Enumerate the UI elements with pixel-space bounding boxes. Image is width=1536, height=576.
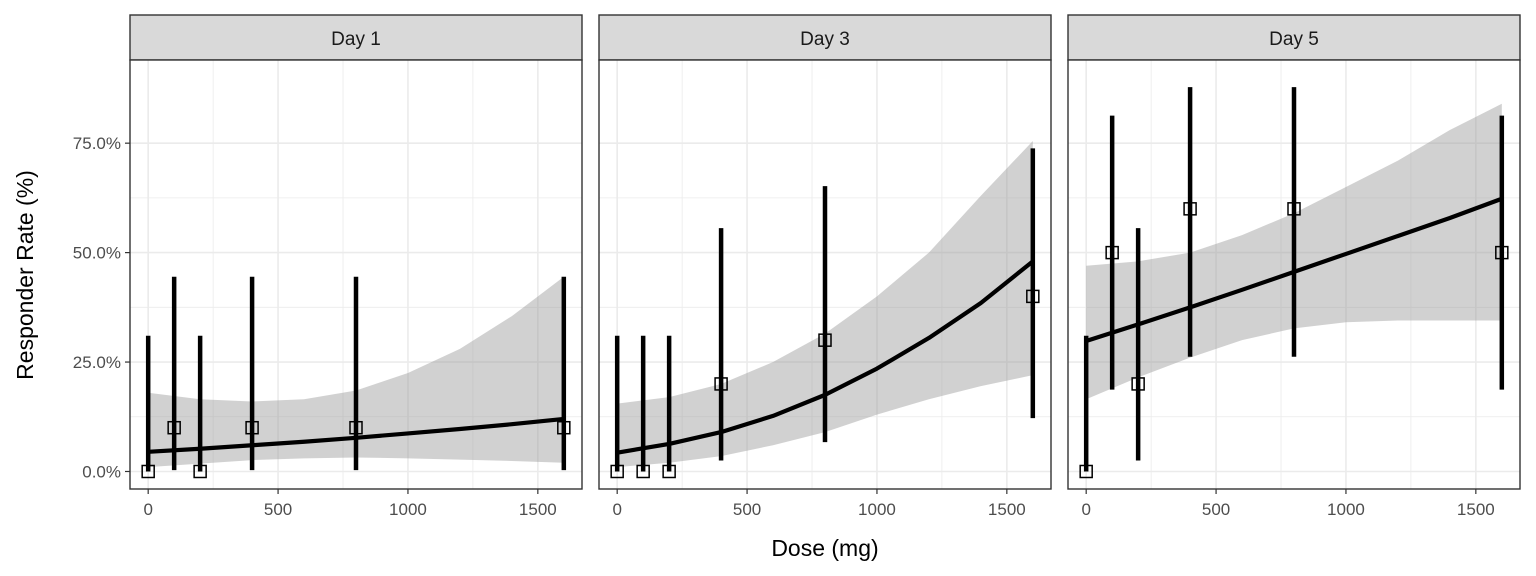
observed-point xyxy=(714,377,728,391)
panel-strip-label: Day 3 xyxy=(800,29,850,50)
panel-strip xyxy=(129,14,583,61)
x-tick-label: 1500 xyxy=(988,500,1026,519)
panel-strip-label: Day 5 xyxy=(1269,29,1319,50)
panel-strip xyxy=(1067,14,1521,61)
x-tick-label: 500 xyxy=(733,500,761,519)
observed-point xyxy=(1131,377,1145,391)
fitted-line xyxy=(1085,196,1503,344)
panel-border xyxy=(598,59,1052,490)
observed-point xyxy=(349,420,363,435)
observed-point xyxy=(245,420,259,435)
observed-point xyxy=(167,420,181,435)
observed-point xyxy=(818,333,832,347)
x-tick-label: 0 xyxy=(143,500,152,519)
observed-point xyxy=(1105,245,1119,260)
y-tick-label: 0.0% xyxy=(82,462,121,481)
y-axis-title: Responder Rate (%) xyxy=(12,170,38,380)
y-tick-label: 50.0% xyxy=(73,244,121,263)
observed-point xyxy=(610,464,624,479)
panel-border xyxy=(129,59,583,490)
x-tick-label: 500 xyxy=(264,500,292,519)
observed-point xyxy=(1495,245,1509,260)
x-axis-title: Dose (mg) xyxy=(771,535,878,561)
x-tick-label: 1500 xyxy=(519,500,557,519)
y-tick-label: 75.0% xyxy=(73,134,121,153)
x-tick-label: 500 xyxy=(1202,500,1230,519)
observed-point xyxy=(1287,202,1301,216)
observed-point xyxy=(557,420,571,435)
observed-point xyxy=(193,464,207,479)
x-tick-label: 0 xyxy=(1081,500,1090,519)
fitted-line xyxy=(616,259,1035,455)
x-tick-label: 1500 xyxy=(1457,500,1495,519)
x-tick-label: 1000 xyxy=(1327,500,1365,519)
observed-point xyxy=(1026,289,1040,304)
panel-2: Day 3 0 500 1000 1500 xyxy=(598,14,1052,519)
x-tick-label: 1000 xyxy=(389,500,427,519)
panel-border xyxy=(1067,59,1521,490)
observed-point xyxy=(636,464,650,479)
observed-point xyxy=(662,464,676,479)
observed-point xyxy=(141,464,155,479)
observed-point xyxy=(1079,464,1093,479)
observed-point xyxy=(1183,202,1197,216)
y-tick-label: 25.0% xyxy=(73,353,121,372)
fitted-line xyxy=(148,416,565,454)
x-tick-label: 0 xyxy=(612,500,621,519)
panel-1: Day 1 0 500 1000 1500 0.0% 25.0% 50.0% 75.0% xyxy=(73,14,583,519)
panel-3: Day 5 0 500 1000 1500 xyxy=(1067,14,1521,519)
panel-strip-label: Day 1 xyxy=(331,29,381,50)
x-tick-label: 1000 xyxy=(858,500,896,519)
